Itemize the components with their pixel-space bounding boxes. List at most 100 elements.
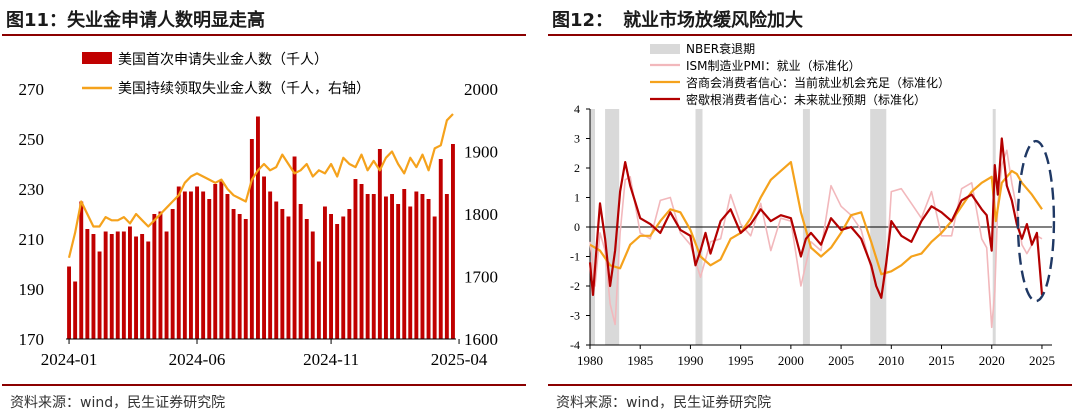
claims-bar <box>341 216 346 339</box>
claims-bar <box>256 116 260 339</box>
claims-bar <box>402 189 407 339</box>
chart-panel-initial-claims: 图11：失业金申请人数明显走高 170 190 210 230 250 270 1600 17… <box>0 0 534 418</box>
claims-bar <box>286 216 291 339</box>
claims-bar <box>152 214 157 339</box>
legend-swatch-bar <box>82 52 112 64</box>
claims-bar <box>146 241 151 339</box>
claims-bar <box>335 224 340 339</box>
y-tick-label: -4 <box>570 338 580 352</box>
claims-bar <box>426 199 431 339</box>
claims-bar <box>274 201 279 339</box>
claims-chart: 170 190 210 230 250 270 1600 1700 1800 1900 2000 20… <box>19 52 498 369</box>
x-tick-label: 1985 <box>627 353 653 368</box>
claims-bar <box>67 266 71 339</box>
x-tick-label: 2024-01 <box>41 350 98 369</box>
y-tick-label: 2 <box>574 161 580 175</box>
claims-bar <box>432 216 437 339</box>
claims-bar <box>128 226 132 339</box>
legend-label: 咨商会消费者信心：当前就业机会充足（标准化） <box>686 75 950 90</box>
claims-bar <box>347 209 352 339</box>
x-tick-label: 2024-11 <box>303 350 359 369</box>
x-tick-label: 2025-04 <box>431 350 488 369</box>
claims-bar <box>103 231 108 339</box>
y-tick-label-right: 2000 <box>464 80 498 99</box>
claims-bar <box>231 209 236 339</box>
y-tick-label-left: 230 <box>19 180 45 199</box>
legend-label: 美国持续领取失业金人数（千人，右轴） <box>118 80 370 97</box>
claims-bar <box>189 191 193 339</box>
x-tick-label: 2024-06 <box>169 350 226 369</box>
claims-bar <box>182 191 187 339</box>
claims-bar <box>115 231 120 339</box>
claims-bar <box>249 139 254 339</box>
claims-bar <box>170 209 175 339</box>
claims-bar <box>109 234 114 339</box>
claims-bar <box>207 199 212 339</box>
y-tick-label: 4 <box>574 102 580 116</box>
claims-bar <box>201 191 206 339</box>
claims-bar <box>73 281 78 339</box>
y-tick-label-right: 1700 <box>464 268 498 287</box>
claims-bar <box>298 204 303 339</box>
claims-bar <box>134 236 138 339</box>
claims-bar <box>414 191 419 339</box>
y-tick-label-left: 210 <box>19 230 45 249</box>
claims-bar <box>97 251 102 339</box>
claims-bar <box>237 214 242 339</box>
claims-bar <box>213 184 218 339</box>
legend-label: NBER衰退期 <box>686 41 755 56</box>
claims-bar <box>243 219 248 339</box>
claims-bar <box>79 201 84 339</box>
claims-bar <box>353 179 358 339</box>
y-tick-label-right: 1800 <box>464 205 498 224</box>
x-tick-label: 2000 <box>778 353 804 368</box>
claims-bar <box>384 196 388 339</box>
source-rule <box>2 384 526 386</box>
claims-bar <box>292 156 297 339</box>
source-note: 资料来源：wind，民生证券研究院 <box>10 395 226 411</box>
claims-bar <box>176 186 181 339</box>
legend-label: ISM制造业PMI：就业（标准化） <box>686 59 861 73</box>
claims-bar <box>304 219 309 339</box>
highlight-ellipse <box>1016 139 1056 303</box>
y-tick-label-left: 170 <box>19 330 45 349</box>
continuing-claims-line <box>67 113 454 259</box>
michigan-employment-expectations-line <box>588 137 1044 299</box>
claims-bar <box>377 149 382 339</box>
x-tick-label: 2010 <box>878 353 904 368</box>
y-tick-label: 1 <box>574 191 580 205</box>
claims-bar <box>323 206 327 339</box>
claims-bar <box>121 231 126 339</box>
x-tick-label: 2015 <box>929 353 955 368</box>
claims-bar <box>396 204 401 339</box>
legend-label: 密歇根消费者信心：未来就业预期（标准化） <box>686 92 926 107</box>
figure-title: 就业市场放缓风险加大 <box>623 10 804 31</box>
figure-number: 图11： <box>6 10 68 31</box>
claims-bar <box>444 194 449 339</box>
figure-title: 失业金申请人数明显走高 <box>67 10 266 31</box>
y-tick-label-left: 270 <box>19 80 45 99</box>
claims-bar <box>140 234 145 339</box>
y-tick-label-right: 1900 <box>464 143 498 162</box>
chart-title: 图12： 就业市场放缓风险加大 <box>552 6 803 32</box>
claims-bar <box>359 184 364 339</box>
y-tick-label: -2 <box>570 279 580 293</box>
claims-bar <box>438 159 443 339</box>
x-tick-label: 2020 <box>979 353 1005 368</box>
y-tick-label-right: 1600 <box>464 330 498 349</box>
claims-bar <box>85 229 90 339</box>
source-note: 资料来源：wind，民生证券研究院 <box>556 395 772 411</box>
claims-bar <box>371 194 376 339</box>
claims-bar <box>225 194 230 339</box>
y-tick-label: 0 <box>574 220 580 234</box>
title-rule <box>548 34 1072 36</box>
x-tick-label: 1980 <box>577 353 603 368</box>
claims-bar <box>219 181 224 339</box>
claims-bar <box>310 231 315 339</box>
figure-number: 图12： <box>552 10 614 31</box>
x-tick-label: 2005 <box>828 353 854 368</box>
claims-bar <box>268 191 273 339</box>
source-rule <box>548 384 1072 386</box>
claims-bar <box>158 211 163 339</box>
